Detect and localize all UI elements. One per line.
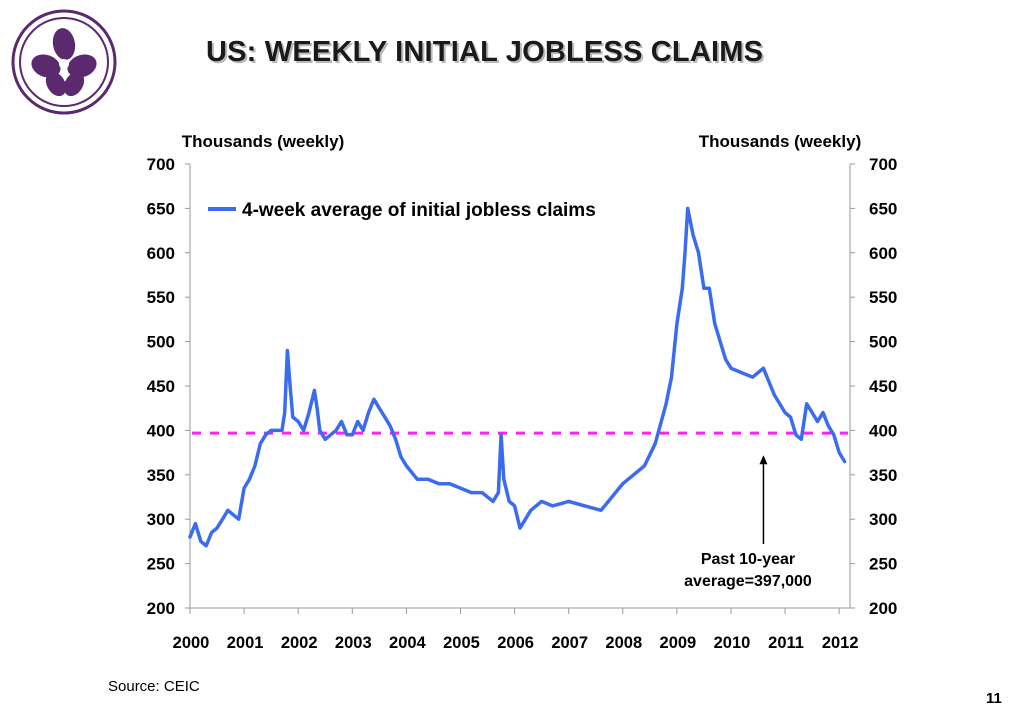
y-tick-label-right: 700 — [869, 155, 897, 174]
y-tick-label-left: 550 — [147, 288, 175, 307]
y-tick-label-right: 350 — [869, 466, 897, 485]
y-tick-label-left: 300 — [147, 510, 175, 529]
right-axis-label: Thousands (weekly) — [699, 132, 861, 151]
y-tick-label-right: 250 — [869, 555, 897, 574]
y-tick-label-left: 200 — [147, 599, 175, 618]
y-tick-label-left: 450 — [147, 377, 175, 396]
page-number: 11 — [986, 690, 1002, 707]
series-line — [188, 206, 847, 548]
legend-label: 4-week average of initial jobless claims — [242, 200, 596, 221]
x-tick-label: 2010 — [714, 634, 751, 652]
x-tick-label: 2004 — [389, 634, 427, 652]
x-tick-label: 2005 — [443, 634, 480, 652]
y-tick-label-right: 600 — [869, 244, 897, 263]
x-tick-label: 2006 — [497, 634, 534, 652]
annotation-line1: Past 10-year — [701, 551, 795, 568]
y-tick-label-right: 450 — [869, 377, 897, 396]
y-tick-label-right: 550 — [869, 288, 897, 307]
arrow-head-icon — [759, 455, 768, 465]
x-tick-label: 2011 — [768, 634, 804, 652]
annotation-line2: average=397,000 — [684, 573, 812, 590]
y-tick-label-left: 500 — [147, 333, 175, 352]
x-tick-label: 2009 — [660, 634, 697, 652]
y-tick-label-left: 650 — [147, 199, 175, 218]
x-tick-label: 2001 — [227, 634, 264, 652]
y-tick-label-right: 200 — [869, 599, 897, 618]
y-tick-label-right: 650 — [869, 199, 897, 218]
y-tick-label-left: 350 — [147, 466, 175, 485]
y-tick-label-left: 600 — [147, 244, 175, 263]
y-tick-label-left: 400 — [147, 421, 175, 440]
x-tick-label: 2003 — [335, 634, 372, 652]
slide-title: US: WEEKLY INITIAL JOBLESS CLAIMS — [206, 36, 764, 68]
y-tick-label-right: 500 — [869, 333, 897, 352]
x-tick-label: 2012 — [822, 634, 859, 652]
x-tick-label: 2008 — [605, 634, 642, 652]
x-tick-label: 2000 — [173, 634, 210, 652]
annotation: Past 10-year average=397,000 — [684, 455, 812, 590]
x-tick-label: 2002 — [281, 634, 318, 652]
y-tick-label-left: 700 — [147, 155, 175, 174]
y-tick-label-right: 300 — [869, 510, 897, 529]
left-axis-label: Thousands (weekly) — [182, 132, 344, 151]
y-tick-label-left: 250 — [147, 555, 175, 574]
source-note: Source: CEIC — [108, 678, 200, 695]
x-tick-label: 2007 — [551, 634, 588, 652]
legend: 4-week average of initial jobless claims — [208, 200, 596, 221]
y-tick-label-right: 400 — [869, 421, 897, 440]
bauhinia-flower-logo — [11, 9, 117, 115]
